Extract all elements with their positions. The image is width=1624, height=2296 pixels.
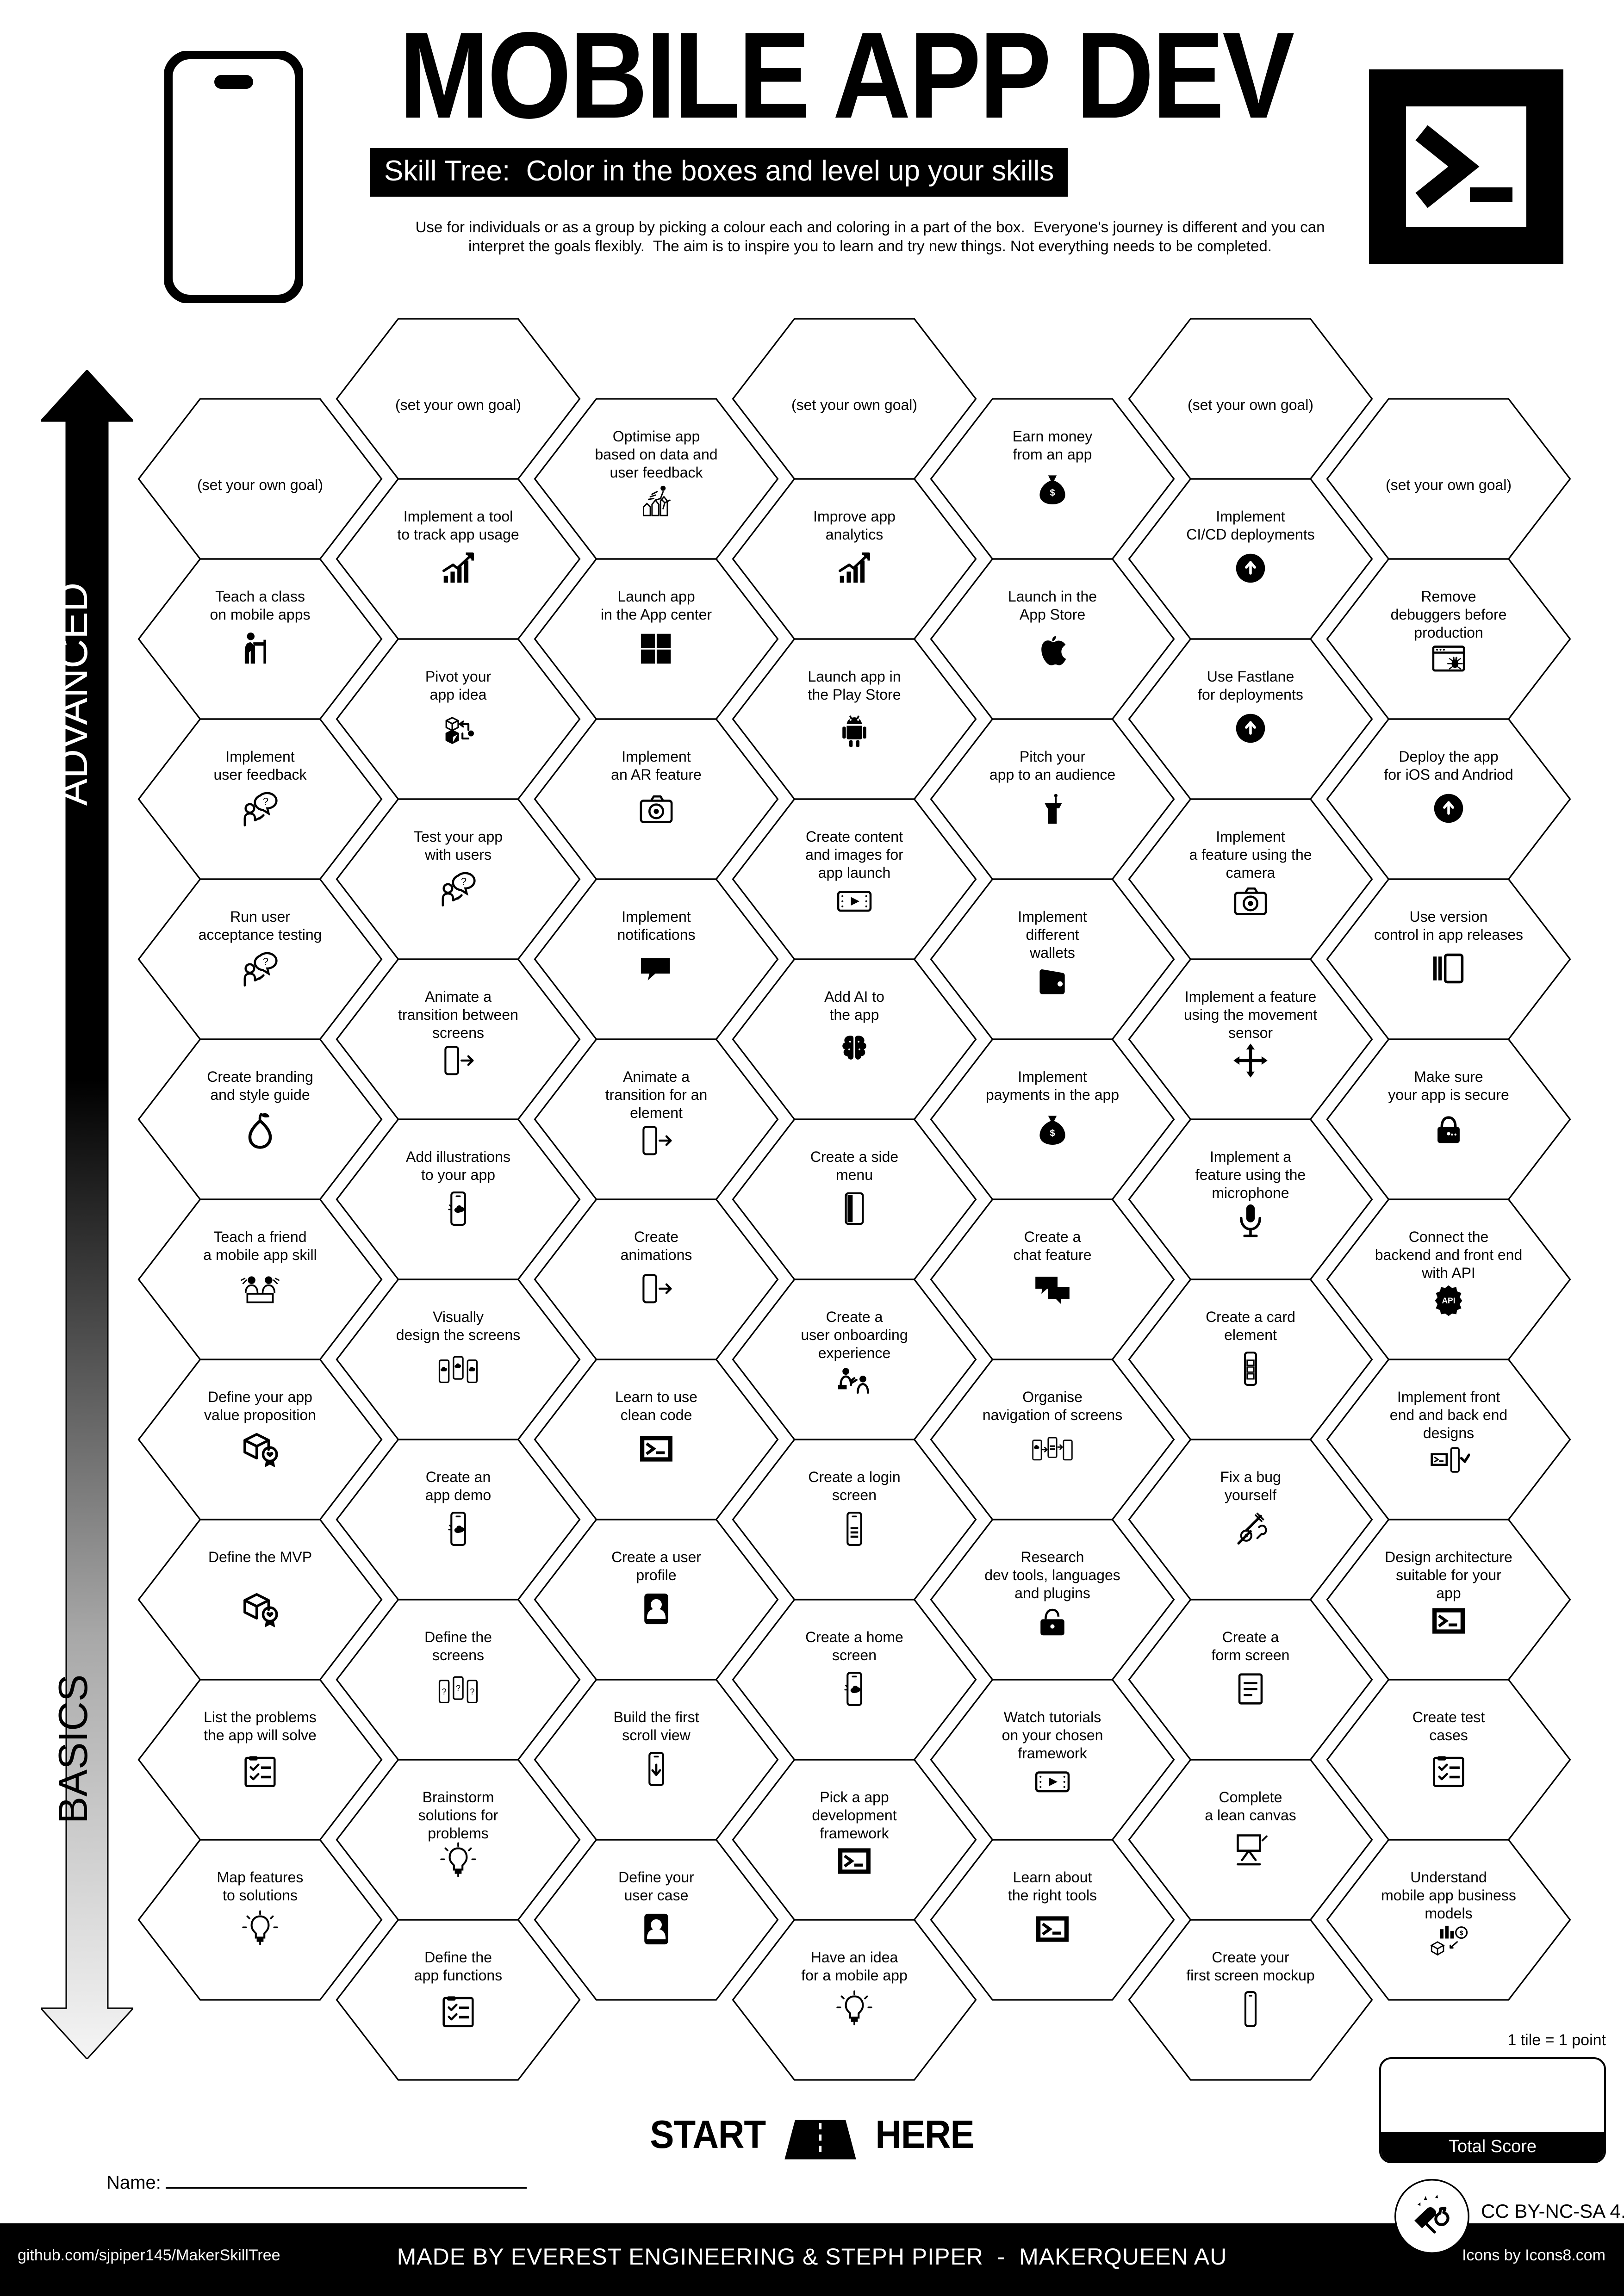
svg-text:BASICS: BASICS (50, 1675, 96, 1824)
svg-text:?: ? (263, 796, 268, 807)
svg-text:?: ? (456, 1683, 460, 1693)
svg-text:?: ? (263, 956, 268, 968)
svg-text:?: ? (442, 1687, 447, 1696)
svg-text:$: $ (1050, 1129, 1055, 1139)
svg-text:API: API (1442, 1296, 1455, 1305)
svg-text:$: $ (1460, 1930, 1463, 1936)
svg-text:$: $ (1050, 488, 1055, 498)
svg-text:?: ? (461, 876, 467, 887)
svg-text:ADVANCED: ADVANCED (50, 583, 96, 806)
svg-text:?: ? (470, 1687, 474, 1696)
